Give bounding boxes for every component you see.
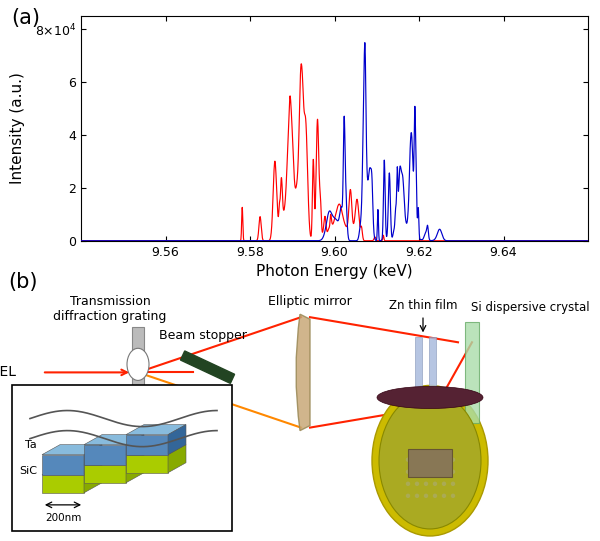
Bar	[465, 322, 479, 423]
Ellipse shape	[415, 482, 419, 485]
Ellipse shape	[372, 385, 488, 536]
Ellipse shape	[443, 494, 445, 497]
Polygon shape	[84, 445, 102, 475]
Polygon shape	[168, 445, 186, 473]
Text: Zn thin film: Zn thin film	[389, 299, 457, 312]
Ellipse shape	[415, 494, 419, 497]
Text: Beam stopper: Beam stopper	[159, 329, 247, 342]
Polygon shape	[126, 454, 144, 483]
Polygon shape	[126, 434, 144, 465]
Ellipse shape	[443, 470, 445, 473]
Polygon shape	[84, 465, 126, 483]
Ellipse shape	[415, 458, 419, 461]
Text: Ta: Ta	[25, 440, 37, 450]
Ellipse shape	[127, 348, 149, 380]
Polygon shape	[84, 434, 144, 445]
Ellipse shape	[379, 392, 481, 529]
Text: 200nm: 200nm	[45, 513, 81, 523]
Text: SiC: SiC	[19, 466, 37, 476]
Polygon shape	[84, 454, 144, 465]
Bar	[429, 337, 436, 407]
Text: Transmission
diffraction grating: Transmission diffraction grating	[53, 295, 167, 323]
Ellipse shape	[425, 482, 427, 485]
Bar	[12, 385, 232, 531]
Polygon shape	[168, 425, 186, 454]
Polygon shape	[126, 445, 186, 454]
Text: (a): (a)	[11, 8, 40, 28]
Polygon shape	[42, 465, 102, 475]
Polygon shape	[42, 475, 84, 493]
Ellipse shape	[407, 494, 409, 497]
Ellipse shape	[425, 458, 427, 461]
Y-axis label: Intensity (a.u.): Intensity (a.u.)	[10, 72, 25, 184]
Ellipse shape	[452, 458, 455, 461]
Ellipse shape	[433, 458, 437, 461]
Bar	[181, 351, 235, 384]
Polygon shape	[42, 454, 84, 475]
Polygon shape	[126, 454, 168, 473]
X-axis label: Photon Energy (keV): Photon Energy (keV)	[256, 264, 413, 279]
Polygon shape	[42, 445, 102, 454]
Ellipse shape	[425, 470, 427, 473]
Text: XFEL: XFEL	[0, 365, 17, 379]
Ellipse shape	[433, 482, 437, 485]
Ellipse shape	[407, 470, 409, 473]
Text: (b): (b)	[8, 272, 37, 292]
Polygon shape	[84, 465, 102, 493]
Bar	[132, 327, 144, 418]
Ellipse shape	[452, 470, 455, 473]
Polygon shape	[126, 434, 168, 454]
Ellipse shape	[407, 482, 409, 485]
Text: Elliptic mirror: Elliptic mirror	[268, 295, 352, 308]
Polygon shape	[126, 425, 186, 434]
Ellipse shape	[452, 494, 455, 497]
Ellipse shape	[415, 470, 419, 473]
Ellipse shape	[443, 458, 445, 461]
Ellipse shape	[407, 458, 409, 461]
Ellipse shape	[433, 494, 437, 497]
Bar	[415, 337, 422, 407]
Ellipse shape	[443, 482, 445, 485]
Ellipse shape	[433, 470, 437, 473]
Ellipse shape	[452, 482, 455, 485]
Text: Si dispersive crystal: Si dispersive crystal	[472, 301, 590, 314]
PathPatch shape	[296, 314, 310, 431]
Ellipse shape	[425, 494, 427, 497]
Ellipse shape	[377, 386, 483, 408]
Polygon shape	[84, 445, 126, 465]
Bar	[408, 448, 452, 477]
